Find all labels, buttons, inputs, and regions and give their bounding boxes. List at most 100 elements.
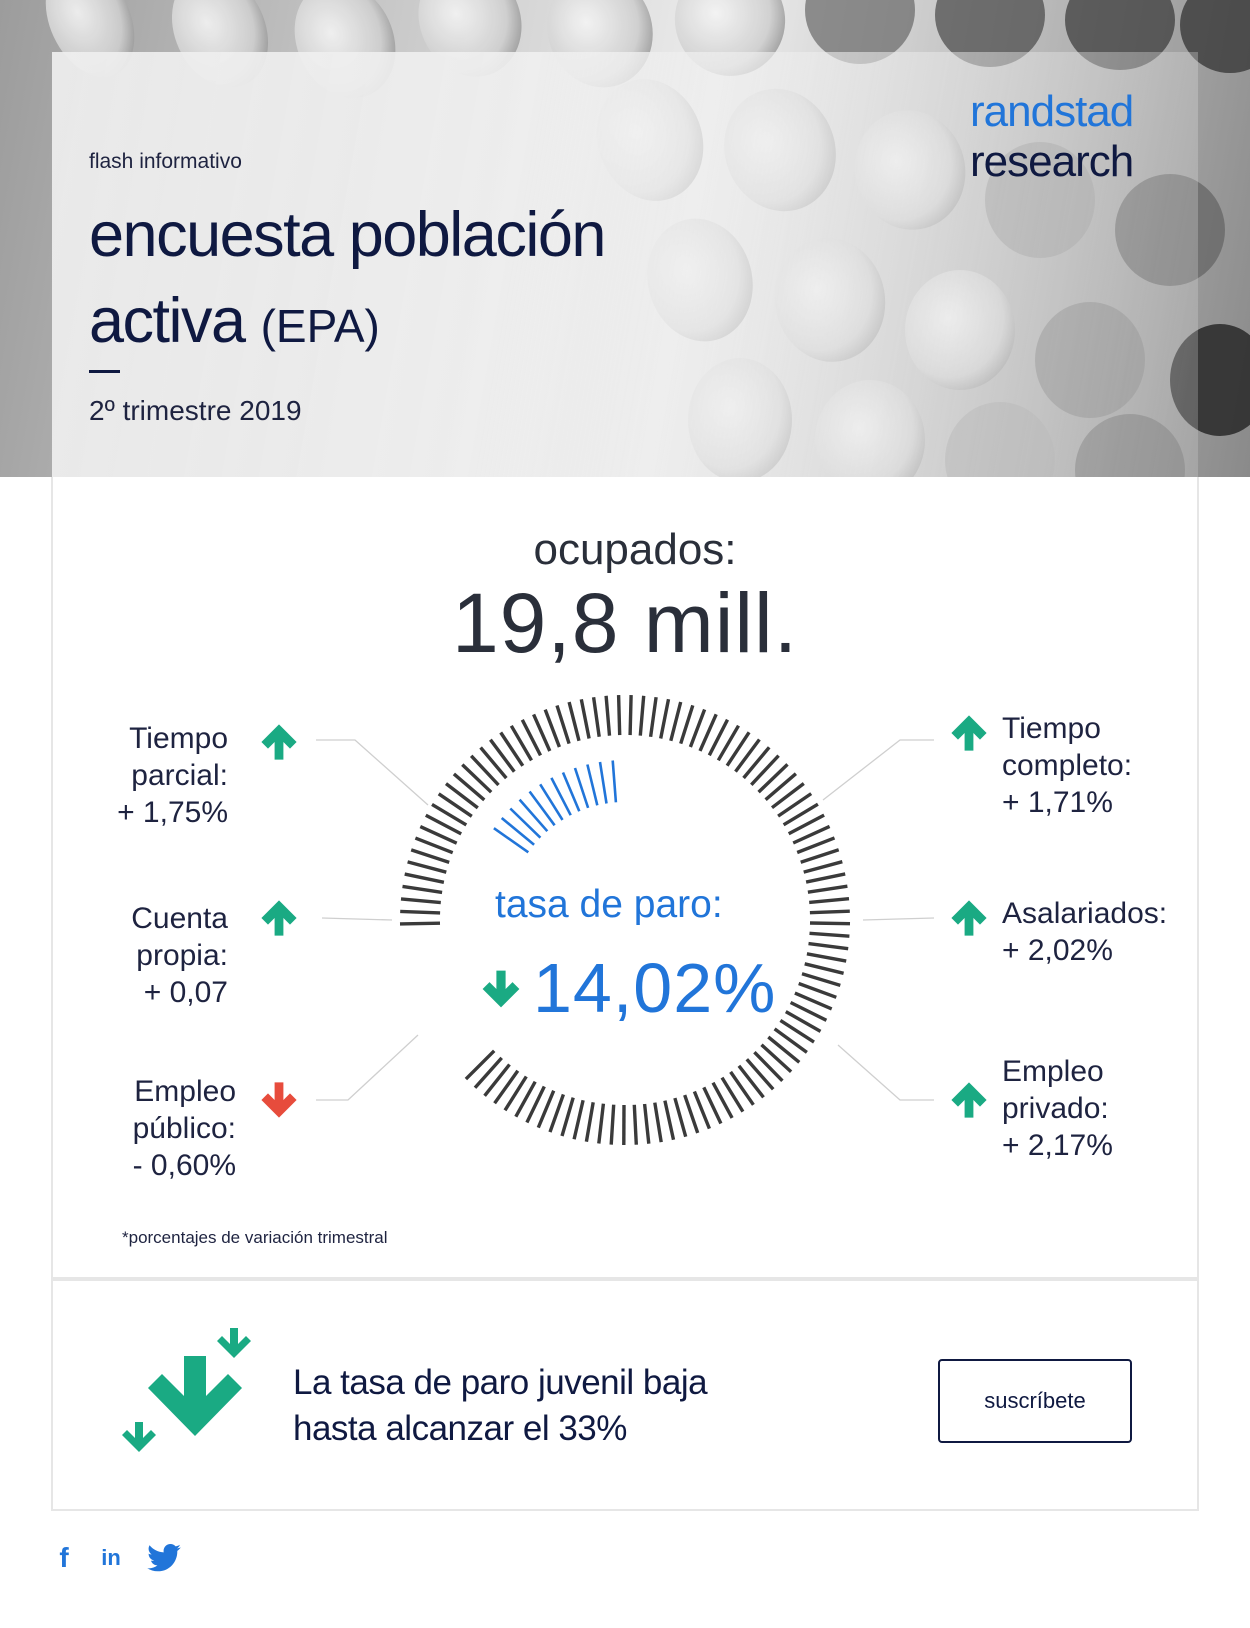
news-headline[interactable]: La tasa de paro juvenil baja hasta alcan… (293, 1360, 708, 1452)
ring-tick (807, 884, 848, 894)
ring-tick (400, 897, 441, 905)
small-arrow-down-bottom (122, 1422, 156, 1452)
news-line-2: hasta alcanzar el 33% (293, 1409, 627, 1448)
twitter-icon[interactable] (146, 1541, 182, 1575)
stat-value: + 2,02% (1002, 934, 1113, 967)
ring-tick (407, 860, 447, 874)
connector-lines (316, 739, 935, 1101)
arrow-down-icon (261, 1082, 297, 1118)
title-acronym: (EPA) (260, 300, 380, 352)
ring-tick (679, 704, 695, 745)
ring-tick (579, 698, 591, 739)
stat-label-line-2: completo: (1002, 749, 1133, 782)
ring-tick (402, 884, 443, 895)
ring-blue-tick (550, 777, 572, 816)
ring-tick (745, 1058, 775, 1091)
ring-tick (800, 848, 840, 864)
ring-tick (673, 1097, 688, 1138)
ring-tick (792, 824, 831, 845)
ring-tick (764, 772, 798, 801)
ring-blue-ticks (493, 760, 618, 854)
stat-empleo-publico: Empleo público: - 0,60% (36, 1073, 236, 1184)
connector-asalariados (862, 917, 935, 921)
stat-tiempo-completo: Tiempo completo: + 1,71% (1002, 710, 1132, 821)
stats-card (51, 477, 1199, 1279)
ring-tick (560, 1097, 575, 1137)
ring-tick (597, 1103, 606, 1144)
title-line-1: encuesta población (89, 200, 606, 270)
arrow-up-icon (951, 900, 987, 936)
connector-tiempo-parcial (316, 739, 429, 806)
ring-tick (767, 1035, 801, 1064)
ring-tick (753, 1051, 784, 1082)
stat-asalariados: Asalariados: + 2,02% (1002, 895, 1167, 969)
ring-tick (653, 1102, 663, 1143)
ring-tick (499, 731, 525, 767)
ring-tick (642, 1103, 651, 1144)
small-arrow-down-top (217, 1328, 251, 1358)
ring-tick (604, 695, 612, 736)
ring-tick (514, 1080, 537, 1118)
ring-blue-tick (539, 783, 564, 821)
big-arrow-down (148, 1356, 242, 1436)
ring-tick (729, 1070, 755, 1106)
ring-tick (532, 713, 552, 752)
stat-label-line-1: Tiempo (1002, 712, 1101, 745)
stat-label-line-1: Tiempo (129, 722, 228, 755)
ring-tick (591, 696, 601, 738)
ring-tick (809, 921, 851, 926)
ring-tick (489, 738, 516, 773)
ring-tick (789, 1000, 828, 1022)
facebook-icon[interactable]: f (59, 1542, 69, 1573)
news-line-1: La tasa de paro juvenil baja (293, 1363, 708, 1402)
stat-label-line-1: Asalariados: (1002, 897, 1168, 930)
ring-blue-tick (500, 816, 535, 846)
ring-tick (796, 836, 836, 855)
ring-tick (784, 1010, 822, 1033)
news-card (51, 1279, 1199, 1511)
tasa-paro-value: 14,02% (533, 949, 777, 1027)
ring-tick (616, 695, 622, 736)
ring-blue-tick (518, 798, 549, 833)
stat-value: - 0,60% (132, 1149, 236, 1182)
ring-tick (692, 1090, 711, 1130)
ring-tick (493, 1069, 520, 1105)
ring-tick (400, 909, 441, 915)
arrow-down-icon (482, 970, 520, 1008)
ring-blue-tick (573, 767, 590, 809)
page-title: encuesta población activa (EPA) (89, 192, 606, 369)
ring-tick (794, 991, 833, 1011)
ring-tick (688, 708, 707, 748)
stat-tiempo-parcial: Tiempo parcial: + 1,75% (28, 720, 228, 831)
ring-tick (720, 1076, 745, 1113)
stat-label-line-1: Empleo (134, 1075, 236, 1108)
ring-tick (702, 1086, 723, 1125)
stat-value: + 1,71% (1002, 786, 1113, 819)
ring-blue-tick (509, 807, 542, 839)
stat-label-line-1: Empleo (1002, 1055, 1104, 1088)
ring-tick (609, 1104, 616, 1145)
ring-tick (757, 763, 789, 794)
arrow-up-icon (261, 900, 297, 936)
ring-tick (628, 695, 633, 736)
connector-empleo-privado (837, 1044, 934, 1101)
ring-tick (734, 738, 761, 773)
tasa-paro-label: tasa de paro: (495, 883, 723, 926)
ring-tick (444, 782, 479, 810)
ring-tick (711, 1081, 734, 1119)
subscribe-button[interactable]: suscríbete (938, 1359, 1132, 1443)
ring-tick (683, 1094, 700, 1134)
footnote: *porcentajes de variación trimestral (122, 1228, 388, 1247)
ring-blue-tick (528, 790, 556, 827)
ring-tick (584, 1102, 595, 1142)
ring-tick (663, 1100, 676, 1141)
ring-tick (567, 701, 581, 742)
ocupados-label: ocupados: (533, 525, 737, 574)
ring-tick (536, 1090, 556, 1129)
ring-tick (760, 1043, 793, 1074)
ring-tick (648, 696, 658, 738)
ring-tick (798, 981, 837, 999)
ring-blue-tick (586, 764, 599, 806)
stat-label-line-2: parcial: (131, 759, 228, 792)
linkedin-icon[interactable]: in (101, 1545, 121, 1570)
